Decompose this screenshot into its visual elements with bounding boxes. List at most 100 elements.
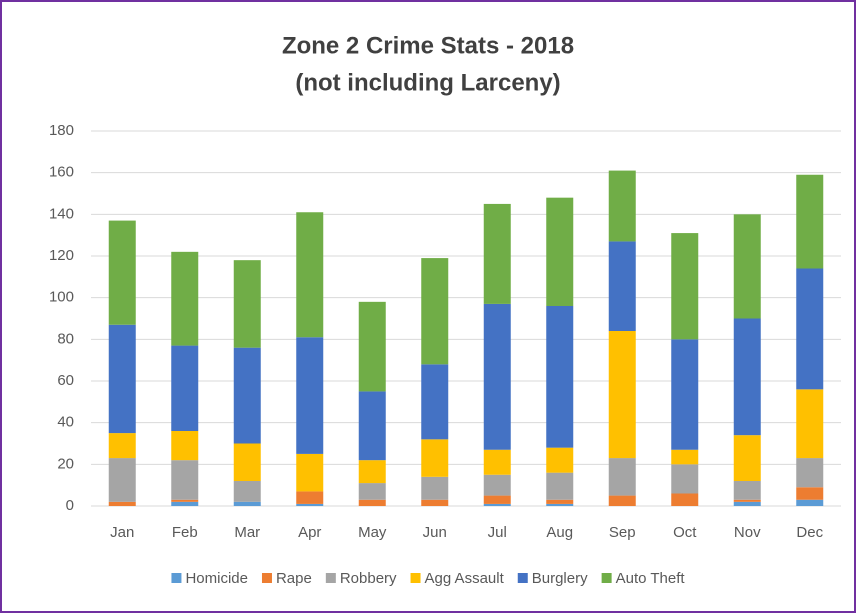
x-tick-label: Nov <box>734 524 761 541</box>
legend-swatch <box>517 573 528 583</box>
bar-segment <box>608 458 636 496</box>
bar-segment <box>171 460 199 500</box>
legend-swatch <box>601 573 612 583</box>
bar-segment <box>171 431 199 461</box>
bar-segment <box>796 389 824 459</box>
x-tick-label: Jul <box>488 524 507 541</box>
bar-segment <box>233 443 261 481</box>
bar-segment <box>608 241 636 331</box>
bar-segment <box>733 318 761 436</box>
legend-label: Rape <box>276 570 312 587</box>
y-tick-label: 20 <box>57 455 74 472</box>
legend-label: Auto Theft <box>616 570 686 587</box>
bar-segment <box>796 268 824 390</box>
y-tick-label: 100 <box>49 289 74 306</box>
bar-segment <box>796 458 824 488</box>
bar-segment <box>733 435 761 481</box>
bar-segment <box>108 220 136 325</box>
x-tick-label: Feb <box>172 524 198 541</box>
bar-segment <box>546 447 574 473</box>
bar-segment <box>733 501 761 506</box>
bar-segment <box>233 260 261 348</box>
bar-segment <box>733 214 761 319</box>
y-tick-label: 180 <box>49 122 74 139</box>
bar-segment <box>108 501 136 506</box>
x-tick-label: Jun <box>423 524 447 541</box>
bar-segment <box>296 212 324 338</box>
x-tick-label: Sep <box>609 524 636 541</box>
bar-segment <box>421 476 449 500</box>
bar-segment <box>608 170 636 242</box>
bar-segment <box>296 503 324 506</box>
bar-segment <box>483 303 511 450</box>
bar-segment <box>483 203 511 304</box>
bar-segment <box>671 493 699 506</box>
bar-segment <box>546 503 574 506</box>
bar-segment <box>733 481 761 500</box>
bar-segment <box>671 464 699 494</box>
y-tick-label: 40 <box>57 414 74 431</box>
bar-segment <box>421 499 449 506</box>
bar-segment <box>796 487 824 500</box>
legend-label: Robbery <box>340 570 397 587</box>
bar-segment <box>608 495 636 506</box>
y-tick-label: 160 <box>49 164 74 181</box>
bar-segment <box>233 347 261 444</box>
x-tick-label: Oct <box>673 524 697 541</box>
x-tick-label: May <box>358 524 387 541</box>
bar-segment <box>546 306 574 448</box>
bar-segment <box>233 501 261 506</box>
bar-segment <box>358 460 386 484</box>
chart-title: Zone 2 Crime Stats - 2018 <box>282 32 574 59</box>
bar-segment <box>421 439 449 477</box>
y-tick-label: 80 <box>57 330 74 347</box>
y-tick-label: 0 <box>66 497 74 514</box>
bar-segment <box>296 453 324 492</box>
bar-segment <box>483 449 511 475</box>
bar-segment <box>358 391 386 461</box>
bar-segment <box>171 499 199 502</box>
bar-segment <box>546 472 574 500</box>
bar-segment <box>546 499 574 504</box>
bar-segment <box>108 433 136 459</box>
legend-swatch <box>325 573 336 583</box>
chart-subtitle: (not including Larceny) <box>295 69 560 96</box>
bar-segment <box>796 174 824 269</box>
bar-segment <box>108 324 136 434</box>
bar-segment <box>733 499 761 502</box>
y-tick-label: 140 <box>49 205 74 222</box>
legend-label: Burglery <box>532 570 588 587</box>
bar-segment <box>671 449 699 465</box>
bar-segment <box>358 301 386 392</box>
legend-label: Agg Assault <box>425 570 505 587</box>
bar-segment <box>421 258 449 365</box>
bar-segment <box>358 499 386 506</box>
bar-segment <box>483 495 511 504</box>
x-tick-label: Mar <box>234 524 260 541</box>
bar-segment <box>421 364 449 440</box>
legend-label: Homicide <box>185 570 248 587</box>
legend-swatch <box>171 573 182 583</box>
bar-segment <box>546 197 574 306</box>
bar-segment <box>483 474 511 496</box>
x-tick-label: Dec <box>796 524 823 541</box>
legend-swatch <box>261 573 272 583</box>
x-tick-label: Apr <box>298 524 321 541</box>
bar-segment <box>108 458 136 502</box>
bar-segment <box>233 481 261 502</box>
bar-segment <box>671 233 699 340</box>
bar-segment <box>796 499 824 506</box>
bar-segment <box>608 331 636 459</box>
y-tick-label: 60 <box>57 372 74 389</box>
bar-segment <box>171 345 199 431</box>
bar-segment <box>483 503 511 506</box>
bar-segment <box>671 339 699 450</box>
bar-segment <box>171 501 199 506</box>
x-tick-label: Aug <box>546 524 573 541</box>
bar-segment <box>296 337 324 454</box>
bar-segment <box>296 491 324 504</box>
y-tick-label: 120 <box>49 247 74 264</box>
x-tick-label: Jan <box>110 524 134 541</box>
legend-swatch <box>410 573 421 583</box>
